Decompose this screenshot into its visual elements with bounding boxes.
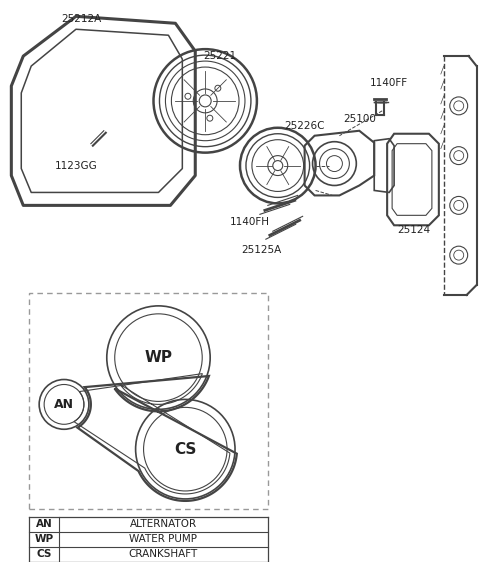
Text: WATER PUMP: WATER PUMP	[130, 534, 197, 544]
Text: AN: AN	[36, 519, 52, 529]
Text: 25226C: 25226C	[284, 121, 325, 131]
Text: 1123GG: 1123GG	[55, 160, 97, 171]
Text: CRANKSHAFT: CRANKSHAFT	[129, 549, 198, 559]
Text: ALTERNATOR: ALTERNATOR	[130, 519, 197, 529]
Text: CS: CS	[36, 549, 52, 559]
Text: 25221: 25221	[204, 51, 237, 61]
Text: WP: WP	[35, 534, 54, 544]
Text: WP: WP	[144, 350, 172, 365]
Text: 1140FH: 1140FH	[230, 217, 270, 227]
Text: AN: AN	[54, 398, 74, 411]
Text: 25125A: 25125A	[242, 245, 282, 255]
Text: 25212A: 25212A	[61, 14, 101, 24]
Text: 25100: 25100	[343, 114, 376, 124]
Text: 25124: 25124	[397, 225, 431, 235]
Text: CS: CS	[174, 441, 196, 457]
Text: 1140FF: 1140FF	[370, 78, 408, 88]
